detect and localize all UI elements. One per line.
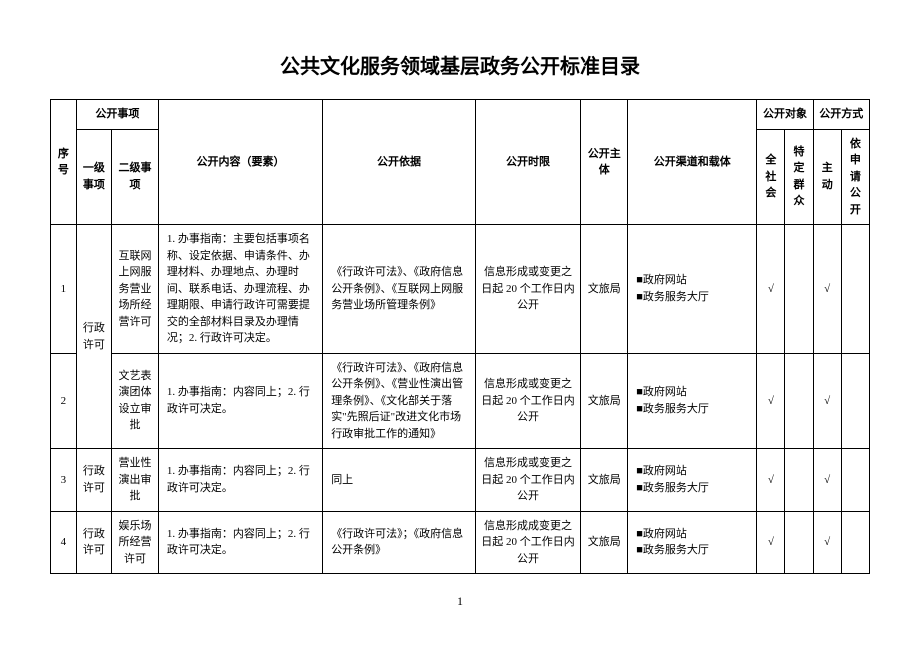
cell-level1: 行政许可 (76, 225, 111, 449)
cell-subject: 文旅局 (581, 353, 628, 449)
table-row: 1行政许可互联网上网服务营业场所经营许可1. 办事指南：主要包括事项名称、设定依… (51, 225, 870, 354)
table-row: 3行政许可营业性演出审批1. 办事指南：内容同上；2. 行政许可决定。同上信息形… (51, 449, 870, 512)
cell-level1: 行政许可 (76, 449, 111, 512)
cell-aud-specific (785, 449, 813, 512)
th-aud-specific: 特定群众 (785, 129, 813, 225)
cell-basis: 《行政许可法》、《政府信息公开条例》、《营业性演出管理条例》、《文化部关于落实"… (323, 353, 476, 449)
cell-aud-specific (785, 511, 813, 574)
th-level1: 一级事项 (76, 129, 111, 225)
cell-channel: ■政府网站■政务服务大厅 (628, 449, 757, 512)
cell-channel: ■政府网站■政务服务大厅 (628, 353, 757, 449)
table-header: 序号 公开事项 公开内容（要素） 公开依据 公开时限 公开主体 公开渠道和载体 … (51, 100, 870, 225)
th-method-active: 主动 (813, 129, 841, 225)
table-row: 2 文艺表演团体设立审批1. 办事指南：内容同上；2. 行政许可决定。《行政许可法… (51, 353, 870, 449)
table-row: 4行政许可娱乐场所经营许可1. 办事指南：内容同上；2. 行政许可决定。《行政许… (51, 511, 870, 574)
cell-level2: 文艺表演团体设立审批 (112, 353, 159, 449)
cell-aud-all: √ (757, 353, 785, 449)
cell-seq: 4 (51, 511, 77, 574)
cell-method-apply (841, 353, 869, 449)
cell-method-active: √ (813, 225, 841, 354)
cell-seq: 1 (51, 225, 77, 354)
cell-aud-specific (785, 225, 813, 354)
th-audience-group: 公开对象 (757, 100, 813, 130)
th-method-group: 公开方式 (813, 100, 869, 130)
cell-subject: 文旅局 (581, 225, 628, 354)
cell-method-active: √ (813, 511, 841, 574)
cell-method-apply (841, 449, 869, 512)
cell-level2: 娱乐场所经营许可 (112, 511, 159, 574)
cell-method-active: √ (813, 449, 841, 512)
th-aud-all: 全社会 (757, 129, 785, 225)
cell-seq: 2 (51, 353, 77, 449)
cell-timelimit: 信息形成或变更之日起 20 个工作日内公开 (475, 353, 581, 449)
th-method-apply: 依申请公开 (841, 129, 869, 225)
cell-basis: 《行政许可法》、《政府信息公开条例》、《互联网上网服务营业场所管理条例》 (323, 225, 476, 354)
cell-seq: 3 (51, 449, 77, 512)
page-title: 公共文化服务领域基层政务公开标准目录 (50, 50, 870, 79)
cell-level1: 行政许可 (76, 511, 111, 574)
cell-timelimit: 信息形成成变更之日起 20 个工作日内公开 (475, 511, 581, 574)
th-channel: 公开渠道和载体 (628, 100, 757, 225)
cell-aud-all: √ (757, 449, 785, 512)
page-number: 1 (50, 594, 870, 609)
cell-content: 1. 办事指南：内容同上；2. 行政许可决定。 (158, 353, 322, 449)
cell-aud-all: √ (757, 225, 785, 354)
th-timelimit: 公开时限 (475, 100, 581, 225)
cell-timelimit: 信息形成或变更之日起 20 个工作日内公开 (475, 449, 581, 512)
cell-aud-specific (785, 353, 813, 449)
cell-channel: ■政府网站■政务服务大厅 (628, 511, 757, 574)
cell-basis: 《行政许可法》；《政府信息公开条例》 (323, 511, 476, 574)
cell-subject: 文旅局 (581, 511, 628, 574)
cell-method-apply (841, 225, 869, 354)
th-matter-group: 公开事项 (76, 100, 158, 130)
table-body: 1行政许可互联网上网服务营业场所经营许可1. 办事指南：主要包括事项名称、设定依… (51, 225, 870, 574)
cell-level2: 互联网上网服务营业场所经营许可 (112, 225, 159, 354)
cell-content: 1. 办事指南：主要包括事项名称、设定依据、申请条件、办理材料、办理地点、办理时… (158, 225, 322, 354)
cell-method-active: √ (813, 353, 841, 449)
cell-basis: 同上 (323, 449, 476, 512)
cell-subject: 文旅局 (581, 449, 628, 512)
th-subject: 公开主体 (581, 100, 628, 225)
th-seq: 序号 (51, 100, 77, 225)
cell-aud-all: √ (757, 511, 785, 574)
disclosure-table: 序号 公开事项 公开内容（要素） 公开依据 公开时限 公开主体 公开渠道和载体 … (50, 99, 870, 574)
cell-channel: ■政府网站■政务服务大厅 (628, 225, 757, 354)
cell-level2: 营业性演出审批 (112, 449, 159, 512)
th-level2: 二级事项 (112, 129, 159, 225)
cell-timelimit: 信息形成或变更之日起 20 个工作日内公开 (475, 225, 581, 354)
cell-content: 1. 办事指南：内容同上；2. 行政许可决定。 (158, 511, 322, 574)
th-content: 公开内容（要素） (158, 100, 322, 225)
cell-content: 1. 办事指南：内容同上；2. 行政许可决定。 (158, 449, 322, 512)
th-basis: 公开依据 (323, 100, 476, 225)
cell-method-apply (841, 511, 869, 574)
